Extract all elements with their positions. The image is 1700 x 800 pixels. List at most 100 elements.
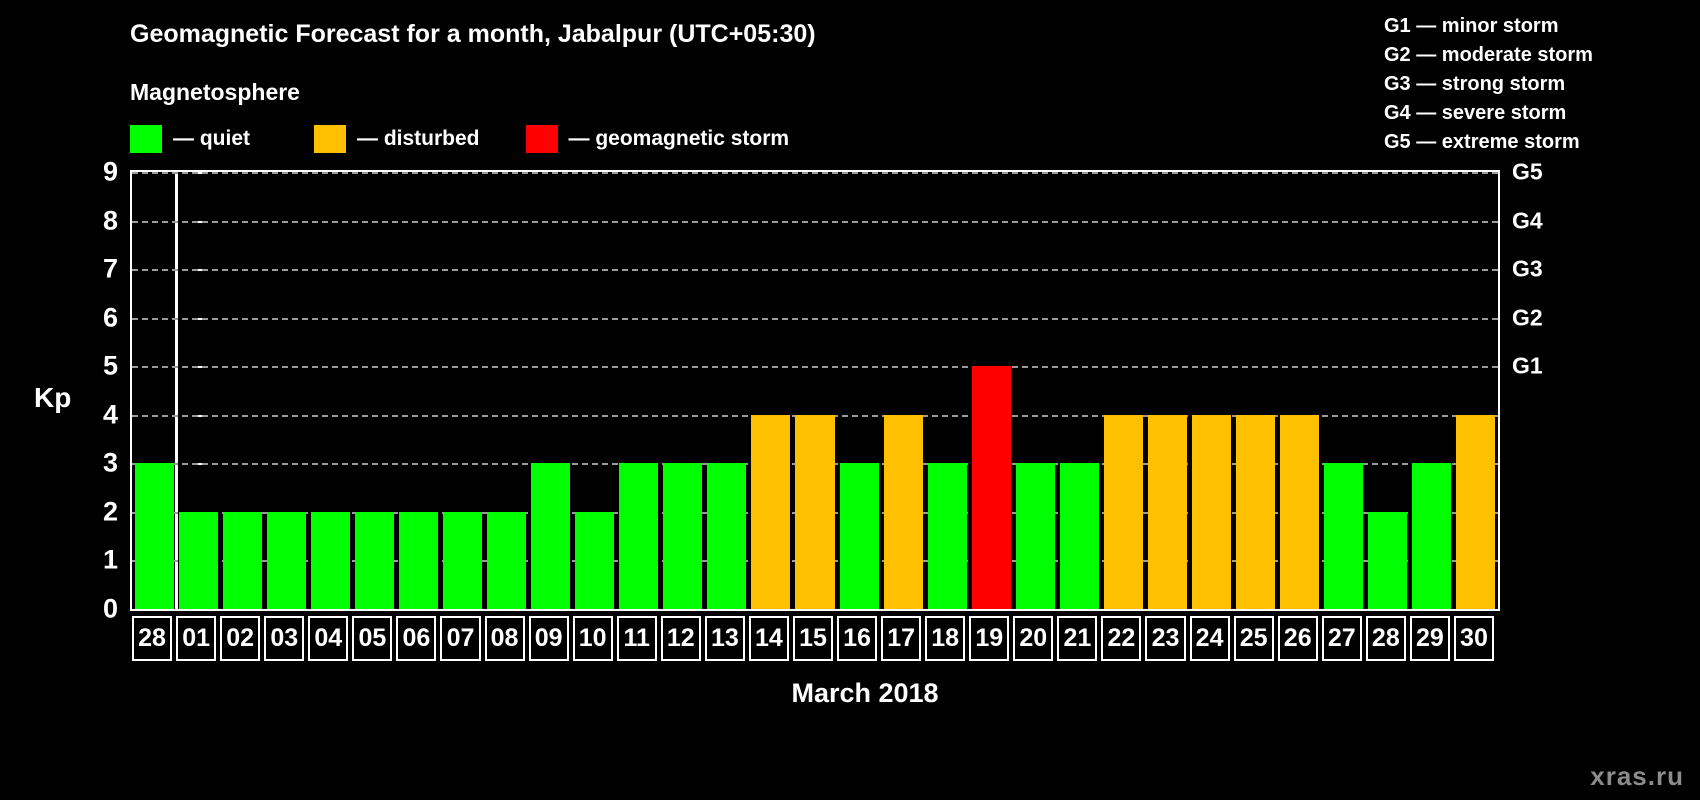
legend-item-disturbed: — disturbed (314, 125, 480, 153)
legend-item-storm: — geomagnetic storm (525, 125, 790, 153)
day-label-26[interactable]: 26 (1277, 616, 1318, 661)
bar-day-22[interactable] (1103, 414, 1143, 609)
bar-day-07[interactable] (442, 511, 482, 609)
bar-day-25[interactable] (1236, 414, 1276, 609)
gscale-line-g3: G3 — strong storm (1384, 73, 1566, 95)
day-label-9[interactable]: 09 (528, 616, 569, 661)
legend-heading: Magnetosphere (130, 79, 300, 105)
y-tick-label-5: 5 (102, 350, 118, 381)
bar-day-15[interactable] (795, 414, 835, 609)
day-label-15[interactable]: 15 (792, 616, 834, 661)
bar-day-02[interactable] (222, 511, 262, 609)
day-label-30[interactable]: 30 (1453, 616, 1494, 661)
bar-day-18[interactable] (927, 463, 967, 609)
gscale-tick-g3: G3 (1512, 255, 1543, 282)
day-label-10[interactable]: 10 (572, 616, 613, 661)
page-title: Geomagnetic Forecast for a month, Jabalp… (130, 20, 816, 48)
day-label-6[interactable]: 06 (396, 616, 437, 661)
bar-day-27[interactable] (1324, 463, 1364, 609)
day-label-3[interactable]: 03 (264, 616, 305, 661)
day-label-12[interactable]: 12 (660, 616, 701, 661)
legend: — quiet — disturbed — geomagnetic storm (130, 125, 789, 153)
bar-day-09[interactable] (531, 463, 571, 609)
gridline-kp-5 (132, 366, 1498, 369)
gscale-tick-g4: G4 (1512, 207, 1543, 234)
bar-day-26[interactable] (1280, 414, 1320, 609)
legend-swatch-quiet-icon (130, 125, 162, 153)
day-label-5[interactable]: 05 (352, 616, 393, 661)
day-label-16[interactable]: 16 (837, 616, 878, 661)
day-label-29[interactable]: 29 (1409, 616, 1450, 661)
bar-day-13[interactable] (707, 463, 747, 609)
day-label-24[interactable]: 24 (1189, 616, 1230, 661)
bar-day-20[interactable] (1015, 463, 1055, 609)
gridline-kp-6 (132, 317, 1498, 320)
bar-day-28[interactable] (1368, 511, 1408, 609)
bar-day-10[interactable] (575, 511, 615, 609)
bar-day-05[interactable] (354, 511, 394, 609)
legend-swatch-storm-icon (525, 125, 558, 153)
bar-day-01[interactable] (178, 511, 218, 609)
day-label-1[interactable]: 01 (176, 616, 217, 661)
y-axis-ticks: 0 1 2 3 4 5 6 7 8 9 (74, 157, 205, 624)
bar-day-11[interactable] (619, 463, 659, 609)
gscale-axis: G1 G2 G3 G4 G5 (1512, 159, 1592, 611)
y-tick-label-4: 4 (102, 399, 118, 430)
day-label-18[interactable]: 18 (925, 616, 966, 661)
bar-day-04[interactable] (310, 511, 350, 609)
gscale-key: G1 — minor storm G2 — moderate storm G3 … (1384, 12, 1684, 157)
bar-day-06[interactable] (398, 511, 438, 609)
gscale-line-g5: G5 — extreme storm (1384, 131, 1580, 153)
bar-day-14[interactable] (751, 414, 791, 609)
gscale-line-g1: G1 — minor storm (1384, 15, 1559, 37)
gridline-kp-8 (132, 220, 1498, 223)
bar-day-12[interactable] (663, 463, 703, 609)
day-label-13[interactable]: 13 (704, 616, 745, 661)
day-label-23[interactable]: 23 (1145, 616, 1186, 661)
bar-day-28[interactable] (134, 463, 174, 609)
day-label-19[interactable]: 19 (969, 616, 1010, 661)
gscale-tick-g1: G1 (1512, 352, 1543, 379)
gscale-tick-g5: G5 (1512, 158, 1543, 185)
bar-day-03[interactable] (266, 511, 306, 609)
legend-label-quiet: — quiet (173, 127, 250, 150)
gscale-tick-g2: G2 (1512, 304, 1543, 331)
day-label-0[interactable]: 28 (132, 616, 173, 661)
bar-day-17[interactable] (883, 414, 923, 609)
bar-day-30[interactable] (1456, 414, 1496, 609)
bar-day-16[interactable] (839, 463, 879, 609)
y-tick-label-2: 2 (102, 496, 118, 527)
day-label-25[interactable]: 25 (1233, 616, 1274, 661)
bar-day-21[interactable] (1059, 463, 1099, 609)
bar-day-24[interactable] (1192, 414, 1232, 609)
gridline-kp-7 (132, 269, 1498, 272)
y-tick-label-7: 7 (102, 253, 118, 284)
bar-day-23[interactable] (1147, 414, 1188, 609)
bar-day-08[interactable] (487, 511, 527, 609)
day-label-7[interactable]: 07 (440, 616, 481, 661)
y-axis-title: Kp (34, 382, 72, 413)
x-axis-day-labels: 28 01 02 03 04 05 06 07 08 09 10 11 12 13 14 15 16 17 18 19… (130, 616, 1500, 661)
day-label-22[interactable]: 22 (1101, 616, 1142, 661)
day-label-11[interactable]: 11 (616, 616, 657, 661)
bar-day-29[interactable] (1412, 463, 1452, 609)
day-label-2[interactable]: 02 (220, 616, 261, 661)
gscale-line-g4: G4 — severe storm (1384, 102, 1567, 124)
y-tick-label-8: 8 (102, 205, 118, 236)
day-label-17[interactable]: 17 (881, 616, 922, 661)
previous-month-divider (175, 172, 179, 609)
watermark: xras.ru (1590, 761, 1684, 791)
day-label-4[interactable]: 04 (308, 616, 349, 661)
day-label-8[interactable]: 08 (484, 616, 525, 661)
y-tick-label-6: 6 (102, 302, 118, 333)
bar-day-19[interactable] (971, 366, 1011, 609)
day-label-27[interactable]: 27 (1321, 616, 1362, 661)
legend-label-storm: — geomagnetic storm (568, 127, 790, 150)
day-label-21[interactable]: 21 (1057, 616, 1098, 661)
day-label-28[interactable]: 28 (1365, 616, 1406, 661)
day-label-14[interactable]: 14 (748, 616, 789, 661)
y-tick-label-9: 9 (102, 156, 118, 187)
gscale-line-g2: G2 — moderate storm (1384, 44, 1593, 66)
day-label-20[interactable]: 20 (1013, 616, 1054, 661)
y-tick-label-0: 0 (102, 593, 118, 624)
